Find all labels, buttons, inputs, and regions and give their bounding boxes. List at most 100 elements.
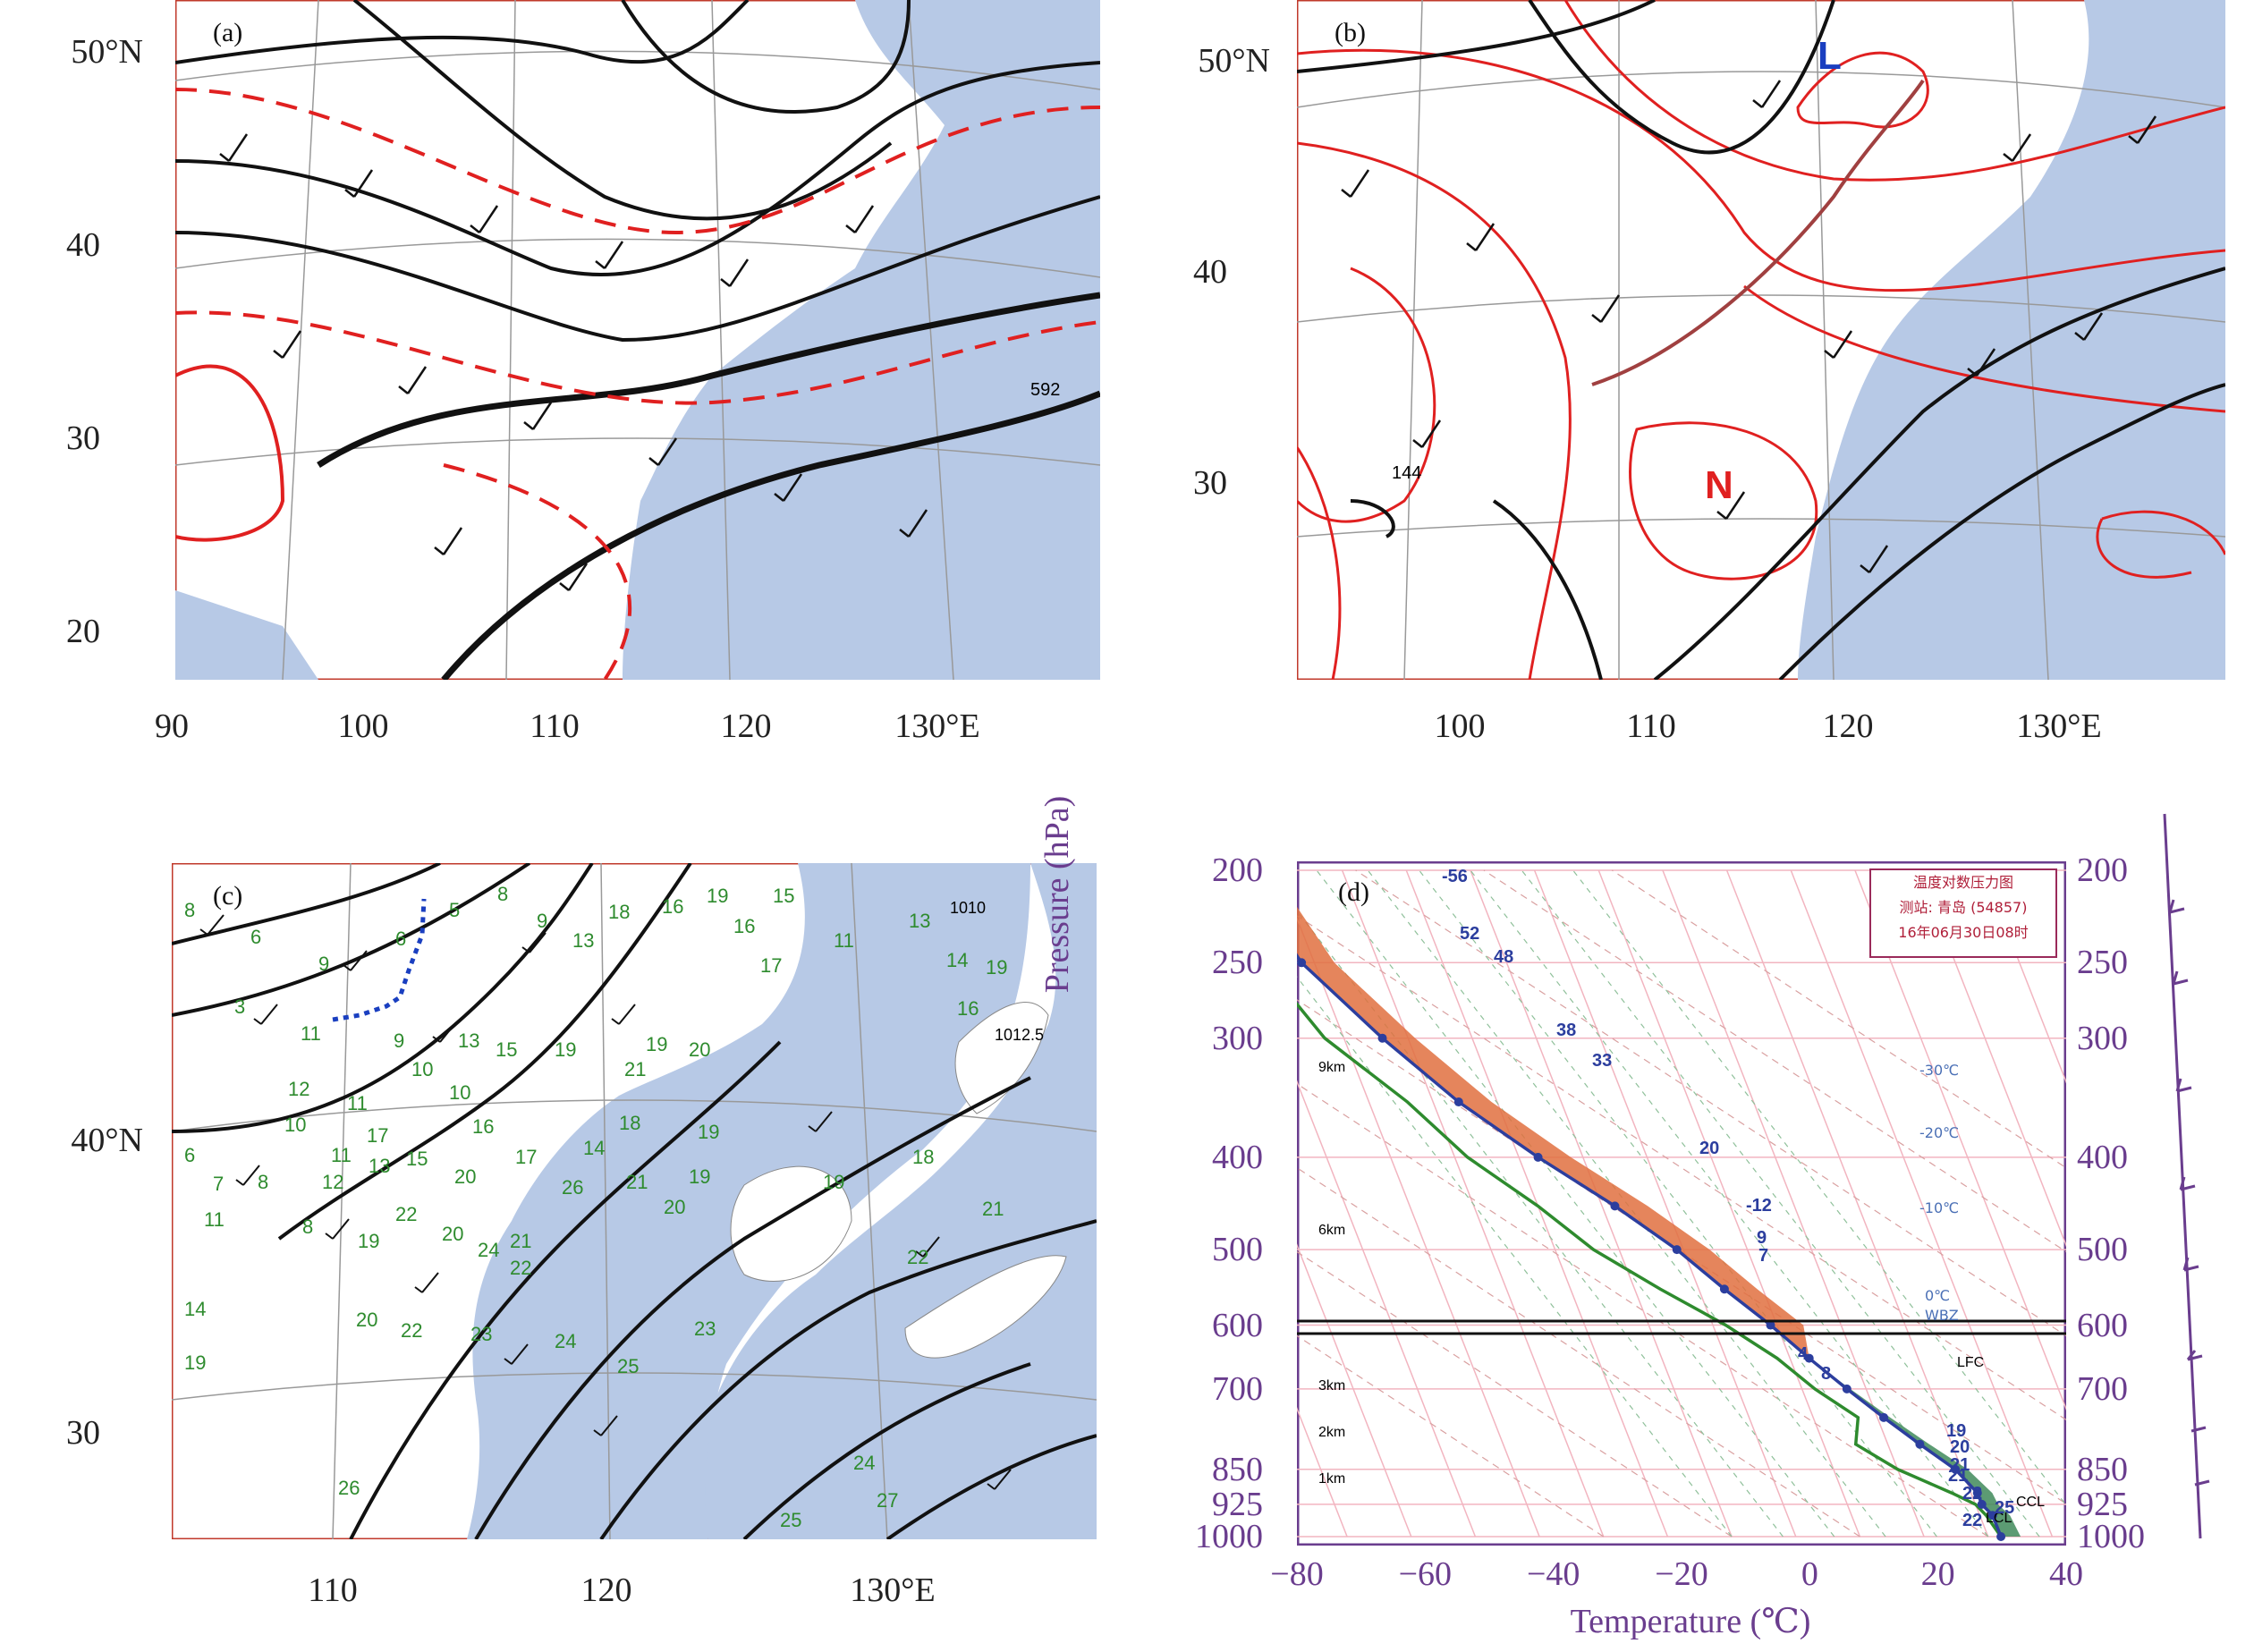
panel-a-lat-20: 20 (66, 613, 100, 650)
panel-c-lon-130: 130°E (850, 1572, 936, 1609)
skewt-y-axis-title: Pressure (hPa) (1038, 795, 1076, 994)
dewpoint-value: 13 (909, 910, 931, 932)
panel-a-lat-30: 30 (66, 419, 100, 457)
dewpoint-value: 11 (331, 1144, 352, 1166)
dewpoint-value: 22 (395, 1203, 418, 1225)
temperature-point (1842, 1384, 1852, 1394)
isotherm-line (1297, 1243, 1412, 1538)
skewt-legend-station: 测站: 青岛 (54857) (1899, 899, 2028, 916)
dewpoint-value: 14 (583, 1137, 606, 1159)
dewpoint-value: 11 (301, 1022, 321, 1045)
temperature-tick-label: −80 (1270, 1555, 1324, 1593)
dewpoint-value: 19 (986, 956, 1008, 978)
level-label-lcl: LCL (1986, 1511, 2012, 1526)
dewpoint-value: 17 (760, 954, 783, 977)
temp-value: 4 (1798, 1344, 1809, 1364)
panel-d: (d) 温度对数压力图 测站: 青岛 (54857) 16年06月30日08时 … (1297, 861, 2066, 1546)
dewpoint-value: 20 (664, 1196, 686, 1218)
temperature-tick-label: −60 (1398, 1555, 1453, 1593)
dewpoint-value: 24 (478, 1239, 500, 1261)
dewpoint-value: 17 (367, 1124, 389, 1147)
pressure-tick-label: 600 (2077, 1306, 2128, 1344)
dewpoint-profile-line (1297, 1001, 2003, 1538)
dry-adiabat (1297, 999, 2066, 1504)
dewpoint-value: 19 (707, 885, 729, 907)
dry-adiabat (1297, 915, 2066, 1421)
dewpoint-value: 22 (907, 1246, 929, 1268)
temperature-point (1915, 1439, 1925, 1449)
panel-c-lat-40: 40°N (71, 1122, 143, 1159)
panel-b-lon-110: 110 (1626, 707, 1676, 745)
iso-label-m10: -10℃ (1919, 1199, 1960, 1216)
dewpoint-value: 19 (184, 1351, 207, 1374)
isotherm-line (1725, 869, 1989, 1538)
pressure-tick-label: 400 (1212, 1138, 1263, 1176)
temperature-point (1297, 958, 1307, 968)
dewpoint-value: 9 (537, 910, 548, 932)
skewt-diagram (1297, 861, 2066, 1546)
pressure-tick-label: 500 (2077, 1231, 2128, 1269)
dewpoint-value: 21 (626, 1171, 648, 1193)
temp-value: -56 (1442, 867, 1468, 886)
dewpoint-value: 24 (853, 1452, 876, 1474)
moist-adiabat (1419, 869, 1937, 1538)
pressure-tick-label: 200 (1212, 851, 1263, 889)
panel-c-label: (c) (213, 881, 243, 911)
temp-value: 22 (1962, 1511, 1983, 1530)
temperature-tick-label: 0 (1801, 1555, 1818, 1593)
panel-b-lon-120: 120 (1822, 707, 1874, 745)
pressure-tick-label: 500 (1212, 1231, 1263, 1269)
panel-c: (c) 1010 1012.5 8 6 9 6 5 8 9 13 18 16 1… (172, 863, 1097, 1539)
dewpoint-value: 16 (472, 1115, 495, 1138)
dewpoint-value: 19 (823, 1171, 845, 1193)
dewpoint-value: 19 (646, 1033, 668, 1055)
height-label-3km: 3km (1318, 1378, 1346, 1394)
level-label-lfc: LFC (1957, 1355, 1985, 1370)
panel-c-isobar-1012: 1012.5 (995, 1026, 1045, 1044)
pressure-tick-label: 250 (2077, 944, 2128, 982)
pressure-tick-label: 925 (1212, 1485, 1263, 1523)
temp-value: 20 (1699, 1139, 1720, 1158)
dewpoint-value: 13 (572, 929, 595, 952)
dewpoint-value: 6 (395, 928, 407, 950)
temp-value: 22 (1962, 1484, 1983, 1504)
dewpoint-value: 22 (401, 1319, 423, 1342)
dewpoint-value: 26 (338, 1477, 360, 1499)
temp-value: 21 (1950, 1455, 1970, 1475)
dewpoint-value: 11 (834, 929, 854, 952)
panel-d-label: (d) (1338, 877, 1369, 907)
isotherm-line (1662, 869, 1925, 1538)
dewpoint-value: 13 (369, 1155, 391, 1177)
dewpoint-value: 16 (957, 997, 979, 1020)
pressure-tick-label: 850 (1212, 1450, 1263, 1488)
dewpoint-value: 11 (347, 1092, 368, 1114)
dewpoint-value: 13 (458, 1029, 480, 1052)
temperature-point (1987, 1511, 1997, 1521)
iso-label-0: 0℃ (1925, 1287, 1951, 1304)
panel-c-lat-30: 30 (66, 1414, 100, 1452)
dewpoint-value: 8 (302, 1216, 314, 1238)
temp-value: 52 (1460, 924, 1480, 944)
isotherm-line (1533, 869, 1797, 1538)
temperature-point (1951, 1464, 1961, 1474)
dewpoint-value: 20 (454, 1165, 477, 1188)
panel-b-label: (b) (1335, 18, 1366, 47)
temperature-point (1719, 1284, 1729, 1294)
dewpoint-value: 20 (442, 1223, 464, 1245)
dry-adiabat (1297, 1250, 1733, 1538)
height-label-2km: 2km (1318, 1425, 1346, 1440)
dewpoint-value: 21 (624, 1058, 647, 1080)
dewpoint-value: 19 (358, 1230, 380, 1252)
isotherm-line (1297, 1080, 1477, 1538)
isotherm-line (1982, 869, 2066, 1084)
panel-b-n-marker: N (1705, 463, 1733, 507)
iso-label-m30: -30℃ (1919, 1062, 1960, 1079)
moist-adiabat (1521, 869, 2040, 1538)
pressure-tick-label: 700 (2077, 1369, 2128, 1408)
dewpoint-value: 10 (449, 1081, 471, 1104)
dewpoint-value: 18 (619, 1112, 641, 1134)
dewpoint-value: 9 (318, 953, 330, 975)
dry-adiabat (1355, 869, 2066, 1337)
dry-adiabat (1297, 1334, 1605, 1538)
temperature-point (1610, 1201, 1620, 1211)
